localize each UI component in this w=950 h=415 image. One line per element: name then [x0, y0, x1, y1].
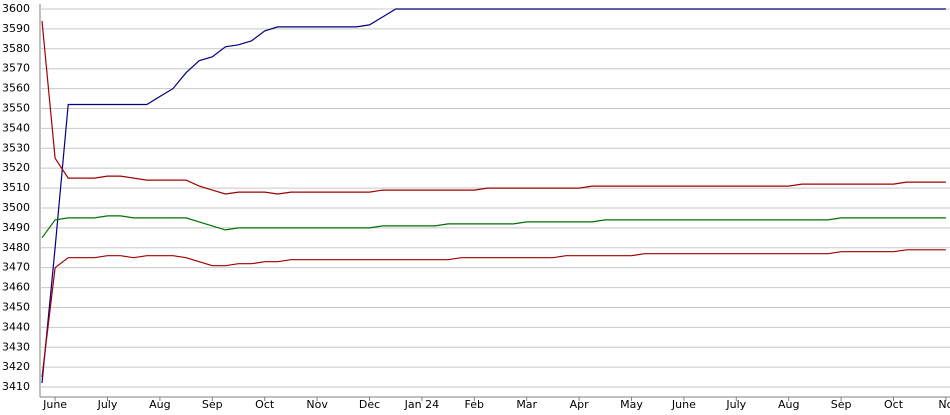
- y-tick-label: 3430: [2, 340, 30, 353]
- y-tick-label: 3450: [2, 300, 30, 313]
- y-tick-label: 3580: [2, 42, 30, 55]
- y-tick-label: 3490: [2, 221, 30, 234]
- y-tick-label: 3520: [2, 161, 30, 174]
- y-tick-label: 3550: [2, 101, 30, 114]
- y-tick-label: 3540: [2, 121, 30, 134]
- x-tick-label: Aug: [778, 398, 799, 411]
- x-tick-label: June: [42, 398, 67, 411]
- x-tick-label: Oct: [884, 398, 904, 411]
- x-tick-label: Oct: [255, 398, 275, 411]
- y-tick-label: 3470: [2, 261, 30, 274]
- y-tick-label: 3530: [2, 141, 30, 154]
- y-tick-label: 3510: [2, 181, 30, 194]
- x-tick-label: Apr: [570, 398, 590, 411]
- y-tick-label: 3410: [2, 380, 30, 393]
- x-tick-label: May: [620, 398, 643, 411]
- x-tick-label: Sep: [831, 398, 852, 411]
- x-tick-label: Jan 24: [404, 398, 439, 411]
- y-tick-label: 3500: [2, 201, 30, 214]
- y-tick-label: 3560: [2, 82, 30, 95]
- series-line: [41, 249, 946, 378]
- series-line: [41, 8, 946, 384]
- x-tick-label: No: [938, 398, 950, 411]
- y-tick-label: 3440: [2, 320, 30, 333]
- y-tick-label: 3570: [2, 62, 30, 75]
- y-tick-label: 3420: [2, 360, 30, 373]
- x-tick-label: Mar: [516, 398, 537, 411]
- x-tick-label: June: [671, 398, 696, 411]
- x-tick-label: Aug: [149, 398, 170, 411]
- x-tick-label: Dec: [359, 398, 380, 411]
- y-tick-label: 3460: [2, 281, 30, 294]
- series-line: [41, 20, 946, 195]
- y-tick-label: 3600: [2, 2, 30, 15]
- x-tick-label: Feb: [465, 398, 484, 411]
- y-tick-label: 3480: [2, 241, 30, 254]
- x-tick-label: Nov: [306, 398, 328, 411]
- x-tick-label: July: [97, 398, 118, 411]
- x-tick-label: July: [725, 398, 746, 411]
- x-tick-label: Sep: [202, 398, 223, 411]
- y-tick-label: 3590: [2, 22, 30, 35]
- series-line: [41, 215, 946, 239]
